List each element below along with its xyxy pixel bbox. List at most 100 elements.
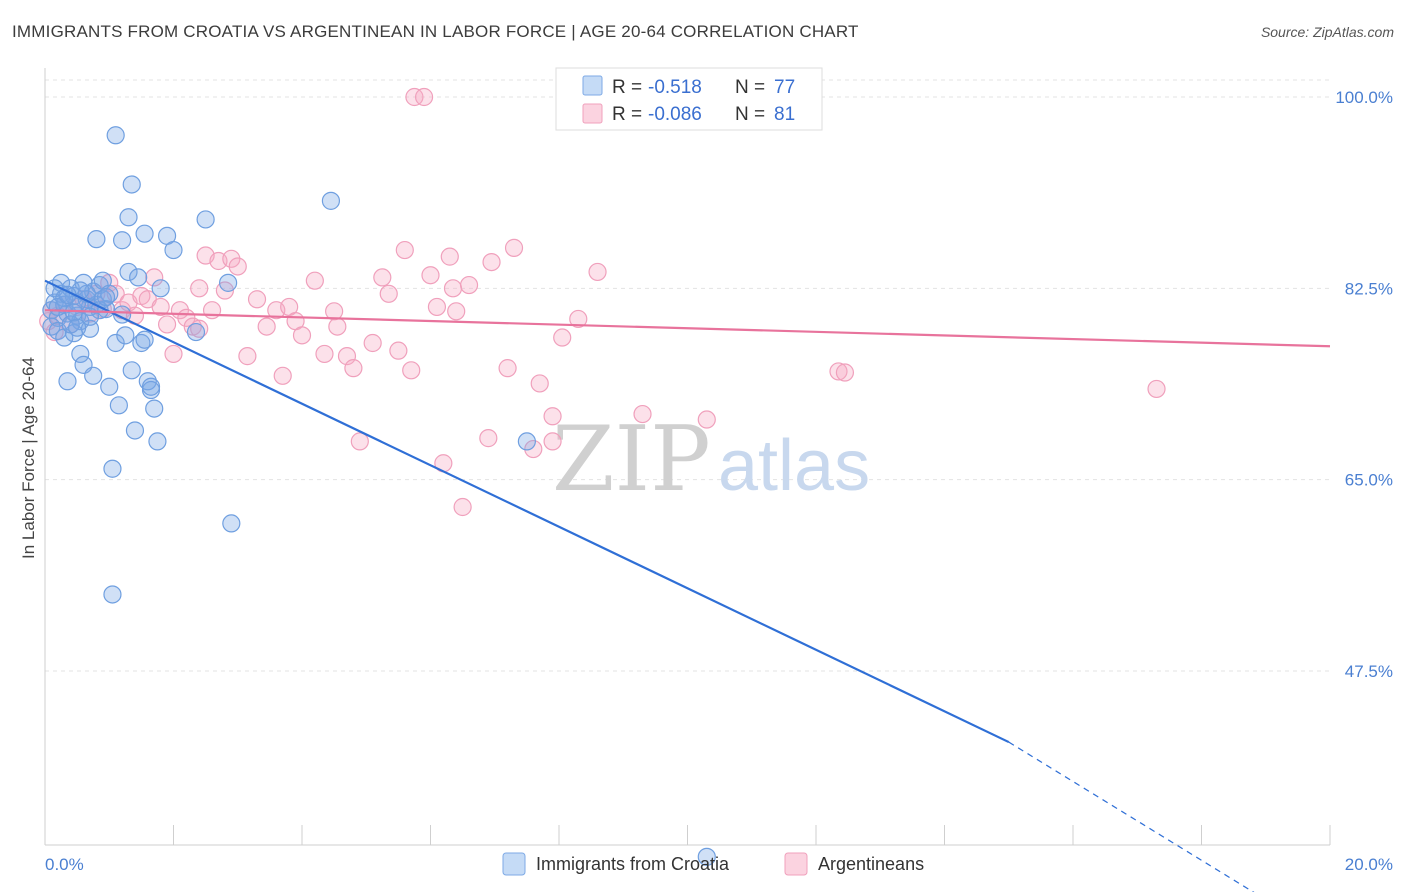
data-point-argentineans — [363, 333, 382, 353]
data-point-argentineans — [543, 432, 562, 451]
data-point-argentineans — [247, 290, 267, 309]
y-axis-label: In Labor Force | Age 20-64 — [19, 357, 38, 559]
data-point-argentineans — [39, 312, 58, 331]
data-point-croatia — [106, 126, 125, 145]
data-point-argentineans — [151, 297, 170, 317]
data-point-croatia — [697, 847, 716, 866]
legend-n-value-2: 81 — [774, 104, 795, 125]
data-point-argentineans — [328, 317, 347, 336]
data-point-argentineans — [164, 344, 183, 364]
data-point-croatia — [129, 268, 148, 287]
data-point-argentineans — [379, 284, 398, 303]
data-point-argentineans — [569, 309, 588, 329]
data-point-argentineans — [389, 341, 408, 360]
data-point-croatia — [186, 322, 206, 342]
y-tick-label: 65.0% — [1345, 471, 1393, 490]
legend-r-label-2: R = — [612, 104, 642, 125]
x-tick-label: 0.0% — [45, 855, 84, 874]
data-point-argentineans — [588, 262, 607, 282]
y-tick-labels: 100.0% 82.5% 65.0% 47.5% — [1335, 88, 1393, 681]
data-point-argentineans — [829, 362, 848, 381]
watermark-zip: ZIP — [552, 407, 711, 512]
legend-n-label-2: N = — [735, 104, 765, 125]
source-note: Source: ZipAtlas.com — [1260, 24, 1394, 40]
data-point-croatia — [125, 421, 145, 440]
data-point-argentineans — [190, 319, 209, 338]
data-point-croatia — [145, 399, 164, 418]
trend-line-croatia — [44, 279, 1010, 744]
data-point-croatia — [132, 333, 151, 353]
data-point-argentineans — [325, 302, 344, 321]
data-point-argentineans — [504, 238, 524, 257]
legend-n-label-1: N = — [735, 77, 765, 98]
y-tick-label: 82.5% — [1345, 279, 1393, 298]
data-point-croatia — [122, 361, 141, 380]
data-point-croatia — [135, 224, 154, 243]
data-point-argentineans — [228, 257, 247, 276]
series-legend: Immigrants from Croatia Argentineans — [502, 852, 924, 876]
data-point-croatia — [87, 230, 106, 249]
data-point-argentineans — [479, 429, 498, 448]
data-point-argentineans — [405, 87, 424, 107]
data-point-argentineans — [633, 404, 652, 424]
data-point-croatia — [116, 326, 135, 345]
bottom-legend-swatch-croatia — [502, 852, 526, 876]
data-point-argentineans — [273, 366, 292, 385]
data-point-croatia — [100, 377, 119, 396]
data-point-argentineans — [305, 271, 324, 290]
data-point-croatia — [219, 273, 238, 292]
data-point-croatia — [196, 210, 215, 229]
data-point-croatia — [517, 432, 536, 451]
trend-line-croatia-extension — [1008, 741, 1255, 892]
data-point-argentineans — [257, 317, 276, 336]
data-point-argentineans — [443, 279, 463, 298]
legend-n-value-1: 77 — [774, 77, 795, 98]
data-point-argentineans — [482, 252, 501, 272]
series-croatia — [42, 126, 716, 866]
data-point-croatia — [122, 175, 141, 194]
data-point-croatia — [164, 240, 183, 260]
legend-r-value-1: -0.518 — [648, 77, 702, 98]
data-point-argentineans — [421, 266, 440, 285]
data-point-croatia — [109, 396, 128, 415]
data-point-argentineans — [344, 359, 363, 378]
data-point-argentineans — [447, 302, 466, 321]
data-point-croatia — [103, 585, 122, 604]
data-point-argentineans — [459, 275, 479, 295]
x-tick-labels: 0.0% 20.0% — [45, 855, 1393, 874]
watermark: ZIP atlas — [552, 407, 870, 512]
data-point-argentineans — [427, 297, 447, 317]
y-tick-label: 47.5% — [1345, 662, 1393, 681]
data-point-argentineans — [395, 240, 414, 260]
axes — [44, 68, 1331, 846]
data-point-croatia — [96, 287, 116, 307]
data-point-croatia — [106, 333, 125, 353]
data-point-argentineans — [414, 87, 434, 107]
data-point-croatia — [64, 303, 84, 322]
bottom-legend-swatch-argentineans — [784, 852, 808, 876]
data-point-argentineans — [835, 363, 855, 382]
data-point-croatia — [112, 231, 132, 250]
y-tick-label: 100.0% — [1335, 88, 1393, 107]
legend-r-label-1: R = — [612, 77, 642, 98]
correlation-legend: R = -0.518 N = 77 R = -0.086 N = 81 — [555, 67, 823, 131]
data-point-argentineans — [190, 279, 209, 298]
data-point-argentineans — [697, 410, 716, 429]
legend-swatch-croatia — [582, 75, 603, 96]
data-point-argentineans — [315, 344, 334, 364]
data-point-argentineans — [553, 328, 572, 347]
data-point-argentineans — [373, 268, 392, 287]
trend-line-argentineans — [44, 309, 1331, 348]
bottom-legend-argentineans: Argentineans — [818, 854, 924, 874]
legend-r-value-2: -0.086 — [648, 104, 702, 125]
data-point-croatia — [71, 344, 90, 364]
data-point-argentineans — [402, 361, 421, 380]
data-point-croatia — [151, 279, 170, 298]
data-point-croatia — [68, 318, 87, 337]
data-point-argentineans — [530, 374, 549, 393]
data-point-argentineans — [145, 268, 164, 287]
data-point-argentineans — [453, 497, 472, 517]
grid-lines — [45, 79, 1330, 672]
data-point-croatia — [119, 208, 138, 227]
